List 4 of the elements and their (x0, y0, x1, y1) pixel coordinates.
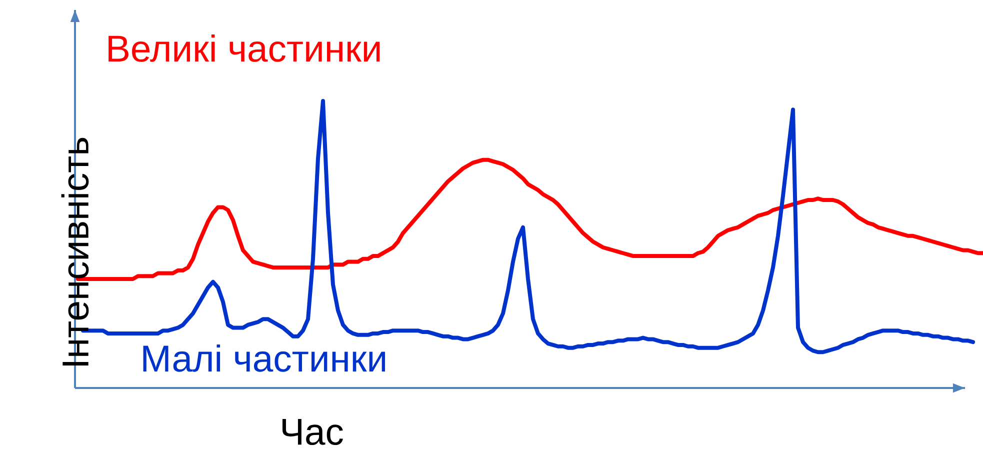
series-label: Малі частинки (143, 344, 385, 372)
x-axis-title: Час (282, 418, 343, 446)
text: Великі частинки (108, 34, 380, 62)
y-axis-title: Інтенсивність (61, 138, 89, 366)
